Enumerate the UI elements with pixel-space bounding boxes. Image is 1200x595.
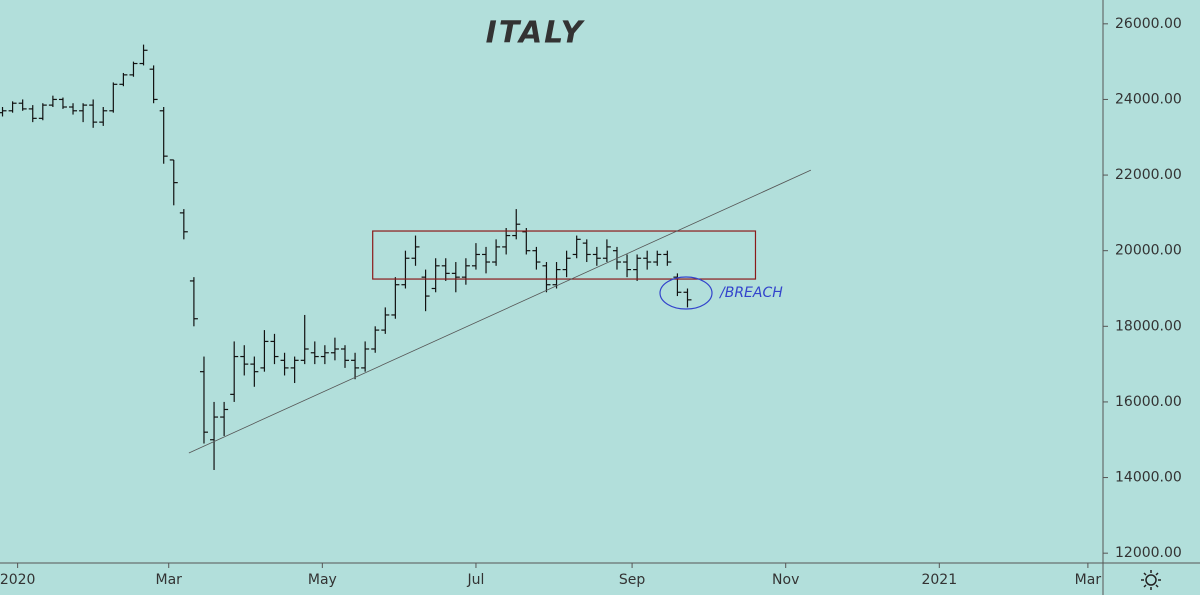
y-tick-label: 26000.00 xyxy=(1115,16,1182,32)
y-tick-label: 16000.00 xyxy=(1115,394,1182,410)
x-tick-label: May xyxy=(308,572,337,588)
x-tick-label: 2020 xyxy=(0,572,35,588)
y-tick-label: 14000.00 xyxy=(1115,470,1182,486)
y-tick-label: 18000.00 xyxy=(1115,318,1182,334)
range-box xyxy=(372,230,757,280)
settings-icon[interactable] xyxy=(1141,570,1161,590)
trendline xyxy=(188,169,812,454)
x-tick-label: Jul xyxy=(466,572,484,588)
x-tick-label: Nov xyxy=(772,572,799,588)
y-tick-label: 24000.00 xyxy=(1115,91,1182,107)
x-tick-label: Sep xyxy=(619,572,646,588)
chart-title: ITALY xyxy=(486,16,586,51)
annotation-text: /BREACH xyxy=(718,285,783,301)
y-tick-label: 12000.00 xyxy=(1115,545,1182,561)
x-tick-label: 2021 xyxy=(921,572,957,588)
breach-circle xyxy=(659,276,713,310)
y-tick-label: 22000.00 xyxy=(1115,167,1182,183)
x-tick-label: Mar xyxy=(1075,572,1102,588)
y-tick-label: 20000.00 xyxy=(1115,243,1182,259)
x-tick-label: Mar xyxy=(156,572,183,588)
